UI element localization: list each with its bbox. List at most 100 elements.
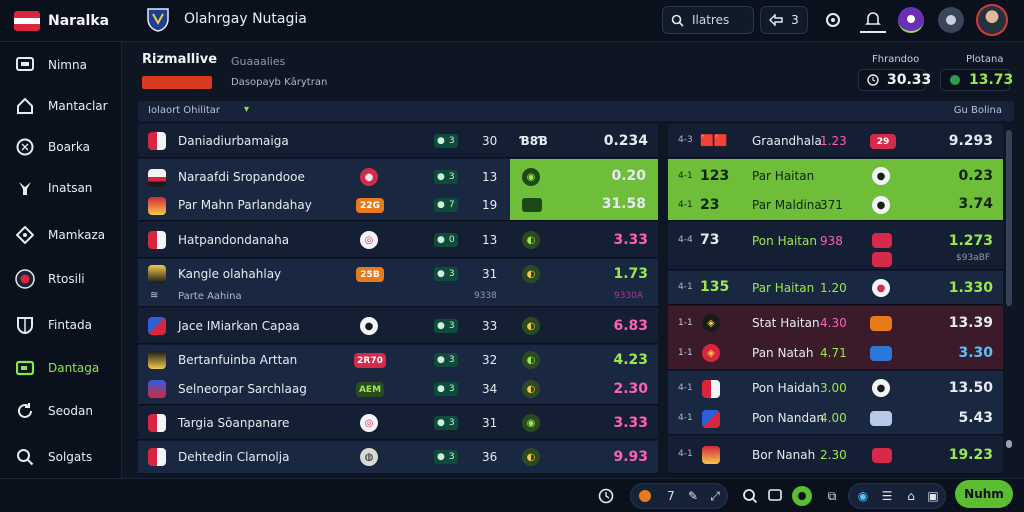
odd-value[interactable]: 0.20 — [611, 168, 646, 184]
share-icon[interactable]: ⧉ — [827, 488, 837, 503]
odd-value[interactable]: 3.30 — [958, 345, 993, 361]
brand[interactable]: Naralka — [14, 8, 109, 34]
odd-value[interactable]: 0.23 — [958, 168, 993, 184]
sidebar-item-fintada[interactable]: Fintada — [0, 307, 122, 343]
odds-right-label: Plotana — [966, 54, 1004, 65]
odd-value[interactable]: 3.33 — [613, 415, 648, 431]
match-time: 4.30 — [820, 316, 847, 330]
minute: 1-1 — [678, 318, 693, 328]
filter-right[interactable]: Gu Bolina — [953, 105, 1002, 116]
odd-value[interactable]: 4.23 — [613, 352, 648, 368]
sidebar-item-solgats[interactable]: Solgats — [0, 439, 122, 475]
settings-icon[interactable] — [820, 7, 846, 33]
table-row[interactable]: 4-3 🟥🟥 Graandhala 1.23 29 9.293 — [668, 124, 1003, 158]
table-row[interactable]: 4-1 Bor Nanah 2.30 19.23 — [668, 436, 1003, 474]
search-icon[interactable] — [740, 486, 760, 506]
team-name: Graandhala — [752, 134, 822, 148]
home-icon[interactable]: ⌂ — [907, 489, 915, 503]
page-title: Olahrgay Nutagia — [184, 11, 307, 27]
dot-icon: ● — [437, 269, 445, 279]
table-row-group[interactable]: 4-1 123 Par Haitan ● 0.23 4-1 23 Par Mal… — [668, 159, 1003, 221]
odd-value[interactable]: 1.273 — [948, 233, 993, 249]
odd-value[interactable]: $93aBF — [956, 253, 991, 263]
expand-icon[interactable]: ⤢ — [710, 488, 720, 503]
edit-icon[interactable]: ✎ — [687, 489, 699, 503]
sidebar-item-boarka[interactable]: Boarka — [0, 129, 122, 165]
sidebar-item-nimna[interactable]: Nimna — [0, 47, 122, 83]
odd-value[interactable]: 31.58 — [601, 196, 646, 212]
odd-value[interactable]: 5.43 — [958, 410, 993, 426]
section-alt[interactable]: Guaaalies — [231, 55, 286, 68]
odd-value[interactable]: 9330A — [614, 291, 644, 301]
clock-icon — [867, 74, 879, 86]
bet-count: 7 — [667, 489, 675, 503]
match-number: 73 — [700, 232, 720, 248]
sidebar-item-mamkaza[interactable]: Mamkaza — [0, 217, 122, 253]
table-row[interactable]: Targia Sōanpanare ◎ ● 3 31 ◉ 3.33 — [138, 406, 658, 440]
flame-icon: ◐ — [522, 351, 540, 369]
minute: 4-1 — [678, 171, 693, 181]
table-row[interactable]: 4-1 135 Par Haitan 1.20 ● 1.330 — [668, 271, 1003, 305]
sidebar-item-label: Boarka — [48, 140, 90, 154]
sidebar-item-dantaga[interactable]: Dantaga — [0, 350, 122, 386]
bet-slip-group[interactable]: 7 ✎ ⤢ — [630, 483, 728, 509]
search-box[interactable]: Ilatres — [662, 6, 754, 34]
primary-action-button[interactable]: Nuhm — [955, 480, 1013, 508]
table-row-group[interactable]: 4-1 Pon Haidah 3.00 ● 13.50 4-1 Pon Nand… — [668, 371, 1003, 435]
sidebar-item-rtosili[interactable]: Rtosili — [0, 261, 122, 297]
sidebar-item-label: Rtosili — [48, 272, 85, 286]
odds-right-chip[interactable]: 13.73 — [940, 69, 1013, 91]
shield-icon — [15, 315, 35, 335]
sidebar-item-label: Nimna — [48, 58, 87, 72]
team-crest-icon: ◈ — [702, 344, 720, 362]
counter-button[interactable]: 3 — [760, 6, 808, 34]
clock-icon[interactable] — [596, 486, 616, 506]
avatar[interactable] — [976, 4, 1008, 36]
scrollbar[interactable] — [1006, 130, 1012, 306]
odd-value[interactable]: 1.330 — [948, 280, 993, 296]
chevron-down-icon[interactable]: ▾ — [244, 104, 250, 115]
odd-value[interactable]: 3.33 — [613, 232, 648, 248]
table-row[interactable]: 4-4 73 Pon Haitan 938 1.273 $93aBF — [668, 222, 1003, 270]
filter-bar[interactable]: Iolaort Ohilitar ▾ Gu Bolina — [138, 101, 1014, 121]
globe-icon[interactable]: ◉ — [857, 489, 869, 503]
odd-value[interactable]: 1.73 — [613, 266, 648, 282]
status-badge: 2R70 — [354, 353, 386, 368]
live-icon — [15, 269, 35, 289]
top-bar: Naralka Olahrgay Nutagia Ilatres 3 — [0, 0, 1024, 42]
odds-highlight[interactable]: ◉ 0.20 31.58 — [510, 159, 658, 221]
alert-icon: ● — [360, 168, 378, 186]
odd-value[interactable]: 6.83 — [613, 318, 648, 334]
score-badge: ● 0 — [434, 233, 458, 247]
gift-icon[interactable]: ▣ — [927, 489, 939, 503]
bell-icon[interactable] — [860, 7, 886, 33]
odd-value[interactable]: 13.50 — [948, 380, 993, 396]
table-row-group[interactable]: 1-1 ◈ Stat Haitan 4.30 13.39 1-1 ◈ Pan N… — [668, 306, 1003, 370]
chat-icon[interactable] — [765, 486, 785, 506]
quick-actions-group[interactable]: ◉ ☰ ⌂ ▣ — [848, 483, 946, 509]
sidebar-item-inatsan[interactable]: Inatsan — [0, 170, 122, 206]
odd-value[interactable]: 9.93 — [613, 449, 648, 465]
live-chat-icon[interactable] — [792, 486, 812, 506]
message-icon[interactable]: ☰ — [881, 489, 893, 503]
table-row[interactable]: Jace IMiarkan Capaa ● ● 3 33 ◐ 6.83 — [138, 308, 658, 344]
team-name: Par Mahn Parlandahay — [178, 198, 312, 212]
odd-value[interactable]: 0.234 — [603, 133, 648, 149]
odd-value[interactable]: 3.74 — [958, 196, 993, 212]
odd-value[interactable]: 19.23 — [948, 447, 993, 463]
table-row[interactable]: Dehtedin Clarnolja ◍ ● 3 36 ◐ 9.93 — [138, 441, 658, 474]
user-icon[interactable] — [938, 7, 964, 33]
flame-icon: ◐ — [522, 380, 540, 398]
section-indicator — [142, 76, 212, 89]
odd-value[interactable]: 9.293 — [948, 133, 993, 149]
scrollbar-thumb[interactable] — [1006, 440, 1012, 448]
table-row[interactable]: Kangle olahahlay 25B ● 3 31 ◐ 1.73 ≋ Part… — [138, 259, 658, 307]
table-row[interactable]: Hatpandondanaha ◎ ● 0 13 ◐ 3.33 — [138, 222, 658, 258]
sidebar-item-seodan[interactable]: Seodan — [0, 393, 122, 429]
odd-value[interactable]: 13.39 — [948, 315, 993, 331]
table-row[interactable]: Daniadiurbamaiga ● 3 30 Ɓ8Ɓ 0.234 — [138, 124, 658, 158]
sidebar-item-mantaclar[interactable]: Mantaclar — [0, 88, 122, 124]
notification-icon[interactable] — [898, 7, 924, 33]
odd-value[interactable]: 2.30 — [613, 381, 648, 397]
odds-left-chip[interactable]: 30.33 — [858, 69, 931, 91]
